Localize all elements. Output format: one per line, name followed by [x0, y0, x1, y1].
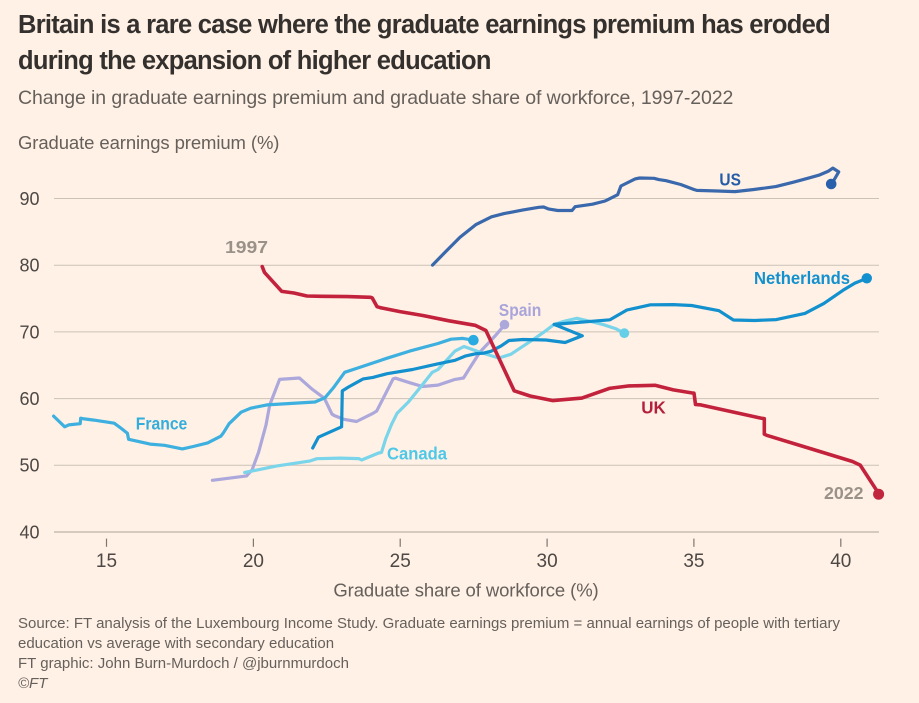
svg-text:35: 35	[683, 551, 704, 572]
svg-text:90: 90	[19, 189, 39, 209]
svg-text:20: 20	[243, 551, 264, 572]
svg-text:60: 60	[19, 389, 39, 409]
svg-text:2022: 2022	[824, 483, 864, 503]
svg-text:US: US	[719, 170, 741, 190]
svg-text:40: 40	[19, 522, 39, 542]
svg-text:Netherlands: Netherlands	[754, 268, 850, 288]
svg-text:France: France	[136, 414, 188, 434]
svg-text:80: 80	[19, 256, 39, 276]
svg-text:UK: UK	[641, 398, 666, 418]
svg-text:Canada: Canada	[387, 444, 447, 464]
svg-text:Graduate share of workforce (%: Graduate share of workforce (%)	[333, 580, 598, 601]
svg-text:50: 50	[19, 456, 39, 476]
svg-text:30: 30	[537, 551, 558, 572]
svg-text:40: 40	[830, 551, 851, 572]
svg-text:Spain: Spain	[499, 300, 542, 320]
svg-text:70: 70	[19, 322, 39, 342]
svg-text:15: 15	[96, 551, 117, 572]
svg-text:1997: 1997	[225, 237, 268, 257]
svg-text:25: 25	[390, 551, 411, 572]
